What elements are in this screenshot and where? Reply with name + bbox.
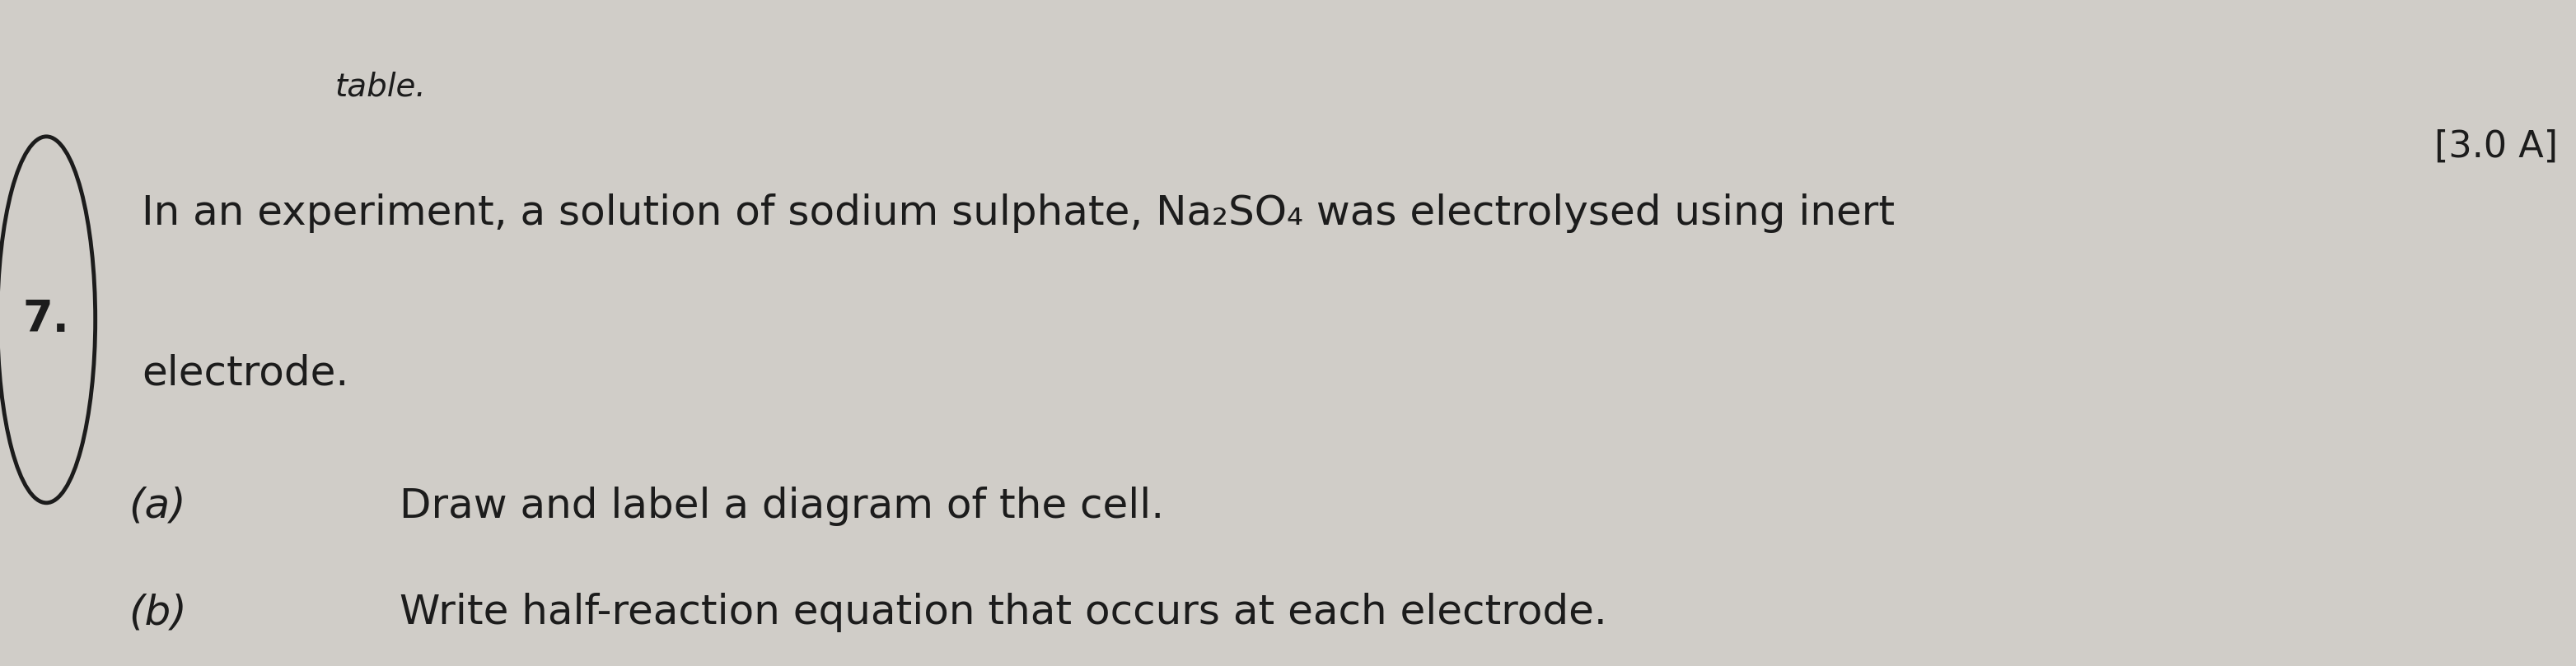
Text: 7.: 7.: [23, 298, 70, 341]
Text: In an experiment, a solution of sodium sulphate, Na₂SO₄ was electrolysed using i: In an experiment, a solution of sodium s…: [142, 193, 1896, 233]
Text: (b): (b): [129, 593, 188, 633]
Text: electrode.: electrode.: [142, 353, 348, 393]
Text: table.: table.: [335, 71, 425, 102]
Text: (a): (a): [129, 486, 185, 526]
Text: Draw and label a diagram of the cell.: Draw and label a diagram of the cell.: [399, 486, 1164, 526]
Text: [3.0 A]: [3.0 A]: [2434, 129, 2558, 165]
Text: Write half-reaction equation that occurs at each electrode.: Write half-reaction equation that occurs…: [399, 593, 1607, 633]
